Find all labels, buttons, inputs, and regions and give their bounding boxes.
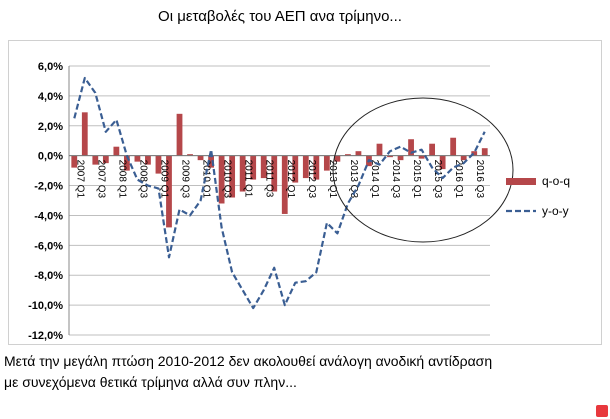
- y-tick-label: -10,0%: [28, 300, 63, 312]
- bar-qoq: [250, 155, 257, 180]
- bar-qoq: [155, 155, 162, 174]
- bar-qoq: [260, 155, 267, 179]
- bar-qoq: [460, 155, 467, 161]
- bar-qoq: [102, 155, 109, 164]
- bar-qoq: [387, 155, 393, 158]
- bar-qoq: [429, 143, 436, 156]
- bar-qoq: [92, 155, 99, 165]
- x-tick-label: 2007 Q1: [74, 160, 85, 199]
- bar-qoq: [81, 112, 88, 156]
- bar-qoq: [187, 154, 193, 156]
- y-tick-label: 2,0%: [38, 121, 63, 133]
- bar-qoq: [481, 148, 488, 156]
- bar-qoq: [302, 155, 309, 179]
- bar-qoq: [208, 155, 214, 168]
- y-tick-label: 6,0%: [38, 61, 63, 73]
- page-title: Οι μεταβολές του ΑΕΠ ανα τρίμηνο...: [158, 8, 402, 25]
- legend-label-qoq: q-o-q: [542, 174, 570, 188]
- x-tick-label: 2015 Q1: [411, 160, 422, 199]
- x-tick-label: 2014 Q3: [390, 160, 401, 199]
- bar-qoq: [123, 155, 130, 171]
- bar-qoq: [439, 155, 446, 170]
- x-tick-label: 2011 Q1: [243, 160, 254, 198]
- x-tick-label: 2007 Q3: [95, 160, 106, 199]
- bar-qoq: [292, 155, 299, 183]
- x-tick-label: 2010 Q3: [222, 160, 233, 199]
- x-tick-label: 2014 Q1: [369, 160, 380, 199]
- caption-line-1: Μετά την μεγάλη πτώση 2010-2012 δεν ακολ…: [4, 353, 493, 369]
- bar-qoq: [376, 143, 383, 156]
- y-tick-label: -6,0%: [34, 240, 63, 252]
- x-tick-label: 2008 Q1: [116, 160, 127, 199]
- legend-label-yoy: y-o-y: [542, 204, 569, 218]
- x-tick-label: 2012 Q1: [285, 160, 296, 199]
- y-tick-label: -2,0%: [34, 181, 63, 193]
- y-tick-label: -4,0%: [34, 210, 63, 222]
- bar-qoq: [145, 155, 151, 165]
- bar-qoq: [345, 154, 351, 156]
- x-tick-label: 2013 Q3: [348, 160, 359, 199]
- legend-swatch-qoq: [506, 178, 536, 185]
- bar-qoq: [197, 155, 204, 161]
- highlight-ellipse: [332, 97, 514, 243]
- bar-qoq: [323, 155, 330, 171]
- chart-frame: 6,0% 4,0% 2,0% 0,0% -2,0% -4,0% -6,0% -8,0% -10,…: [8, 40, 602, 345]
- x-tick-label: 2009 Q1: [158, 160, 169, 199]
- corner-logo-icon: [596, 405, 608, 417]
- bar-qoq: [134, 155, 141, 162]
- x-tick-label: 2008 Q3: [137, 160, 148, 199]
- bar-qoq: [71, 155, 78, 168]
- bar-qoq: [113, 146, 120, 156]
- bar-qoq: [281, 155, 288, 214]
- x-tick-label: 2011 Q3: [264, 160, 275, 198]
- y-tick-label: 4,0%: [38, 91, 63, 103]
- caption-line-2: με συνεχόμενα θετικά τρίμηνα αλλά συν πλ…: [4, 374, 297, 390]
- bar-qoq: [397, 155, 404, 161]
- bar-qoq: [229, 155, 236, 198]
- bar-qoq: [176, 113, 183, 156]
- x-tick-label: 2012 Q3: [306, 160, 317, 199]
- line-yoy: [73, 76, 486, 310]
- x-tick-label: 2016 Q1: [453, 160, 464, 199]
- bar-qoq: [408, 139, 414, 156]
- caption: Μετά την μεγάλη πτώση 2010-2012 δεν ακολ…: [4, 351, 608, 393]
- bar-qoq: [471, 151, 478, 156]
- y-tick-label: -12,0%: [28, 330, 63, 342]
- bar-qoq: [450, 137, 457, 156]
- x-tick-label: 2009 Q3: [180, 160, 191, 199]
- bar-qoq: [166, 155, 172, 228]
- bar-qoq: [218, 155, 225, 204]
- x-tick-label: 2013 Q1: [327, 160, 338, 199]
- bar-qoq: [271, 155, 278, 192]
- y-tick-label: 0,0%: [38, 151, 63, 163]
- y-tick-label: -8,0%: [34, 270, 63, 282]
- bar-qoq: [355, 151, 362, 156]
- bar-qoq: [313, 155, 320, 180]
- x-tick-label: 2015 Q3: [432, 160, 443, 199]
- bar-qoq: [418, 155, 425, 159]
- bar-qoq: [239, 155, 246, 192]
- gdp-chart: 6,0% 4,0% 2,0% 0,0% -2,0% -4,0% -6,0% -8,0% -10,…: [28, 61, 570, 342]
- bar-qoq: [334, 155, 341, 162]
- x-tick-label: 2016 Q3: [474, 160, 485, 199]
